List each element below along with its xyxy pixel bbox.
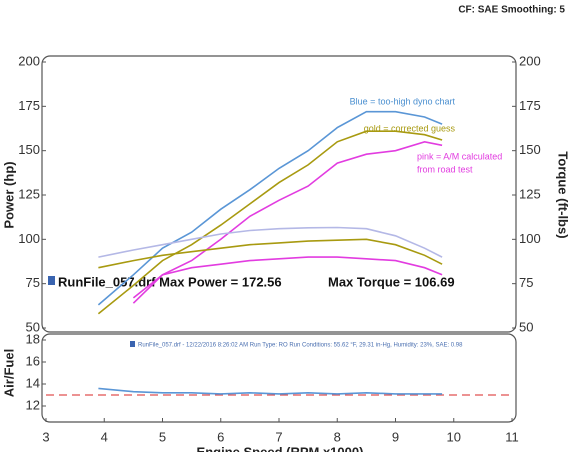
data-line xyxy=(132,256,443,299)
y2-tick-label: 150 xyxy=(519,142,541,157)
data-line xyxy=(132,140,443,304)
data-line xyxy=(97,110,443,306)
x-tick-label: 4 xyxy=(101,429,108,444)
y2-tick-label: 125 xyxy=(519,186,541,201)
y-tick-label: 125 xyxy=(18,186,40,201)
y-tick-label: 150 xyxy=(18,142,40,157)
x-tick-label: 8 xyxy=(334,429,341,444)
run-info: RunFile_057.drf - 12/22/2016 8:26:02 AM … xyxy=(138,343,463,349)
annotation: gold = corrected guess xyxy=(364,123,456,133)
y-tick-label: 75 xyxy=(26,275,40,290)
data-line xyxy=(98,387,443,395)
x-tick-label: 10 xyxy=(447,429,461,444)
run-icon xyxy=(48,276,55,285)
y-tick-label: 100 xyxy=(18,231,40,246)
summary-text: Max Torque = 106.69 xyxy=(328,274,455,289)
y-tick-label: 12 xyxy=(26,397,40,412)
plot-frame xyxy=(41,55,517,333)
x-tick-label: 7 xyxy=(275,429,282,444)
x-axis-label: Engine Speed (RPM x1000) xyxy=(197,444,364,452)
y-axis-label: Air/Fuel xyxy=(1,349,16,397)
y-axis-label: Power (hp) xyxy=(1,161,16,228)
data-line xyxy=(97,130,443,315)
y-tick-label: 200 xyxy=(18,53,40,68)
y-tick-label: 16 xyxy=(26,353,40,368)
x-tick-label: 5 xyxy=(159,429,166,444)
data-line xyxy=(98,226,443,258)
y-tick-label: 14 xyxy=(26,375,40,390)
y2-tick-label: 200 xyxy=(519,53,541,68)
y2-tick-label: 175 xyxy=(519,98,541,113)
x-tick-label: 3 xyxy=(42,429,49,444)
y-tick-label: 175 xyxy=(18,98,40,113)
annotation: pink = A/M calculated xyxy=(417,151,502,161)
y-tick-label: 18 xyxy=(26,331,40,346)
annotation: Blue = too-high dyno chart xyxy=(350,96,456,106)
y2-tick-label: 50 xyxy=(519,319,533,334)
x-tick-label: 11 xyxy=(505,429,519,444)
summary-text: RunFile_057.drf Max Power = 172.56 xyxy=(58,274,282,289)
y2-tick-label: 75 xyxy=(519,275,533,290)
y2-tick-label: 100 xyxy=(519,231,541,246)
x-tick-label: 9 xyxy=(392,429,399,444)
header-text: CF: SAE Smoothing: 5 xyxy=(458,5,565,16)
run-icon xyxy=(130,341,135,347)
x-tick-label: 6 xyxy=(217,429,224,444)
data-line xyxy=(98,238,443,269)
y2-axis-label: Torque (ft-lbs) xyxy=(556,151,571,238)
annotation: from road test xyxy=(417,164,473,174)
y-tick-label: 50 xyxy=(26,319,40,334)
